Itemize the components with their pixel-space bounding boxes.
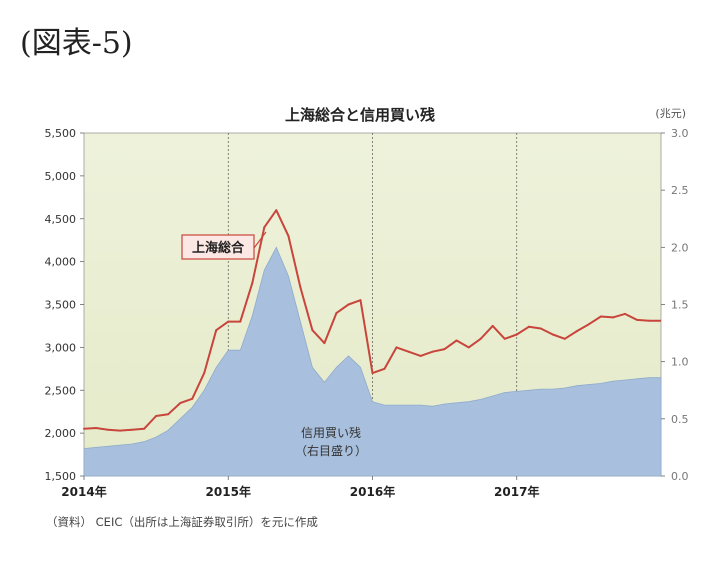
left-tick-label: 3,000 [45, 341, 77, 354]
shanghai-composite-point [359, 299, 362, 302]
shanghai-composite-point [648, 319, 650, 322]
left-tick-label: 3,500 [45, 299, 77, 312]
left-axis-ticks: 1,500 2,000 2,500 3,000 3,500 4,000 4,500 5,000… [45, 127, 84, 483]
shanghai-composite-point [83, 427, 85, 430]
x-tick-label: 2015年 [206, 484, 251, 499]
shanghai-composite-point [443, 348, 446, 351]
shanghai-composite-point [539, 327, 542, 330]
callout-label: 上海総合 [192, 240, 245, 256]
shanghai-composite-point [563, 337, 566, 340]
right-tick-label: 2.0 [671, 241, 689, 254]
margin-balance-area [83, 246, 662, 477]
shanghai-composite-point [623, 312, 626, 315]
x-axis-ticks: 2014年 2015年 2016年 2017年 [61, 476, 539, 499]
shanghai-composite-point [143, 427, 146, 430]
shanghai-composite-point [107, 428, 109, 431]
shanghai-composite-point [407, 350, 410, 353]
figure-label: (図表-5) [20, 26, 133, 61]
shanghai-composite-point [251, 282, 254, 285]
right-tick-label: 2.5 [671, 184, 689, 197]
shanghai-composite-point [491, 324, 494, 327]
left-tick-label: 1,500 [45, 470, 77, 483]
right-tick-label: 1.5 [671, 299, 689, 312]
right-tick-label: 0.0 [671, 470, 689, 483]
shanghai-composite-point [203, 372, 206, 375]
right-tick-label: 3.0 [671, 127, 689, 140]
left-tick-label: 4,500 [45, 213, 77, 226]
left-tick-label: 4,000 [45, 256, 77, 269]
shanghai-composite-point [323, 342, 326, 345]
shanghai-composite-point [587, 323, 590, 326]
shanghai-composite-point [575, 330, 578, 333]
shanghai-composite-point [239, 320, 242, 323]
x-tick-label: 2014年 [61, 484, 106, 499]
shanghai-composite-point [431, 350, 434, 353]
right-axis-ticks: 0.0 0.5 1.0 1.5 2.0 2.5 3.0 [661, 127, 689, 483]
shanghai-composite-callout: 上海総合 [181, 231, 267, 260]
shanghai-composite-point [527, 325, 530, 328]
shanghai-composite-point [371, 372, 374, 375]
shanghai-composite-point [215, 329, 218, 332]
left-tick-label: 5,000 [45, 170, 77, 183]
left-tick-label: 2,500 [45, 384, 77, 397]
shanghai-composite-point [263, 226, 266, 229]
shanghai-composite-point [515, 333, 518, 336]
x-tick-label: 2017年 [494, 484, 539, 499]
margin-balance-area-path [83, 246, 662, 477]
shanghai-composite-line [83, 209, 661, 432]
shanghai-composite-point [191, 397, 194, 400]
shanghai-composite-point [479, 337, 482, 340]
margin-balance-label: 信用買い残 [301, 426, 361, 440]
shanghai-composite-point [383, 367, 386, 370]
margin-balance-sublabel: （右目盛り） [295, 443, 367, 458]
shanghai-composite-point [95, 427, 97, 429]
x-tick-label: 2016年 [350, 484, 395, 499]
shanghai-composite-point [551, 333, 554, 336]
shanghai-composite-point [419, 354, 422, 357]
right-tick-label: 1.0 [671, 356, 689, 369]
right-axis-unit: (兆元) [655, 107, 686, 120]
shanghai-composite-point [275, 209, 278, 212]
shanghai-composite-point [179, 402, 182, 405]
left-tick-label: 2,000 [45, 427, 77, 440]
shanghai-composite-point [467, 346, 470, 349]
chart-title: 上海総合と信用買い残 [285, 106, 435, 124]
source-note: （資料） CEIC（出所は上海証券取引所）を元に作成 [46, 515, 318, 529]
shanghai-composite-point [227, 320, 230, 323]
shanghai-composite-point [287, 234, 290, 237]
shanghai-composite-point [611, 316, 614, 319]
left-tick-label: 5,500 [45, 127, 77, 140]
shanghai-composite-point [335, 312, 338, 315]
shanghai-composite-point [167, 413, 170, 416]
shanghai-composite-point [395, 346, 398, 349]
shanghai-composite-point [636, 318, 638, 321]
shanghai-composite-point [503, 337, 506, 340]
shanghai-composite-point [311, 329, 314, 332]
shanghai-composite-point [347, 303, 350, 306]
shanghai-composite-point [455, 339, 458, 342]
shanghai-composite-point [131, 428, 134, 431]
right-tick-label: 0.5 [671, 413, 689, 426]
shanghai-composite-point [599, 315, 602, 318]
shanghai-composite-point [299, 286, 302, 289]
shanghai-composite-point [155, 415, 158, 417]
shanghai-composite-point [119, 429, 122, 432]
